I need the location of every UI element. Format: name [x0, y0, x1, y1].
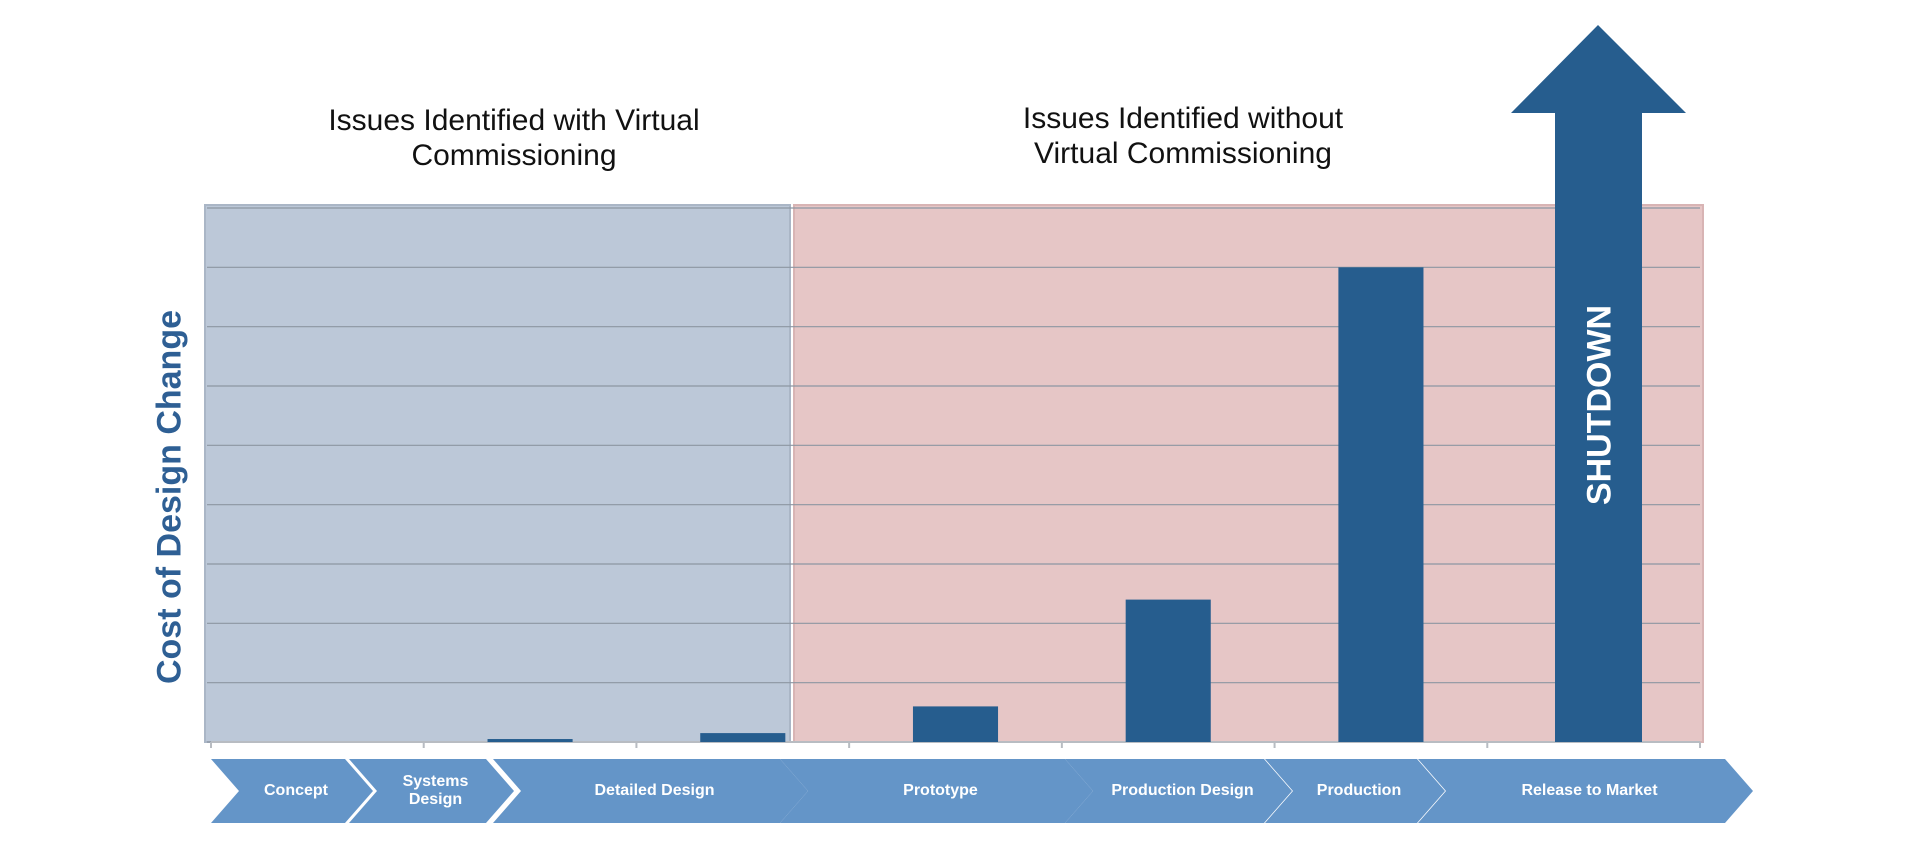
chevron: [349, 759, 514, 823]
region-title: Issues Identified with Virtual Commissio…: [328, 104, 700, 172]
bar: [700, 733, 786, 742]
chevron: [1265, 759, 1445, 823]
y-axis-label: Cost of Design Change: [150, 309, 189, 685]
chevron: [211, 759, 373, 823]
region-title: Issues Identified without Virtual Commis…: [1022, 102, 1344, 170]
x-tick-label: Production: [1316, 782, 1402, 799]
bar: [487, 739, 573, 742]
bar: [1125, 599, 1211, 742]
bar: [1338, 267, 1424, 742]
bar: [912, 706, 999, 742]
x-tick-label: Prototype: [903, 782, 978, 799]
x-tick-label: Systems Design: [402, 773, 469, 808]
region-background: [793, 204, 1704, 743]
chevron: [780, 759, 1093, 823]
chevron: [1065, 759, 1292, 823]
x-tick-label: Detailed Design: [594, 782, 715, 799]
x-tick-label: Production Design: [1111, 782, 1254, 799]
chevron: [493, 759, 808, 823]
annotation: SHUTDOWN: [1580, 304, 1619, 506]
shutdown-arrow: [1511, 25, 1686, 742]
x-tick-label: Release to Market: [1521, 782, 1658, 799]
x-tick-label: Concept: [264, 782, 328, 799]
chevron: [1418, 759, 1753, 823]
region-background: [204, 204, 791, 743]
